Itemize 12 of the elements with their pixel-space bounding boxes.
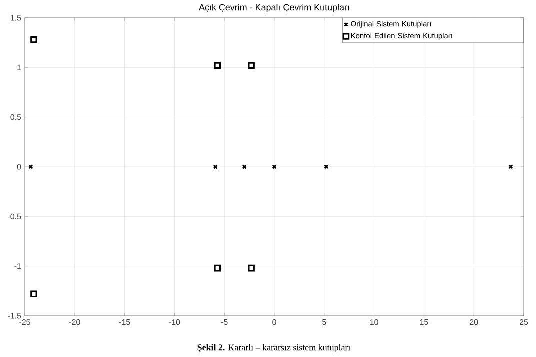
point <box>214 62 222 70</box>
point <box>248 62 255 70</box>
point <box>508 164 514 170</box>
point <box>30 290 38 298</box>
point <box>248 264 255 272</box>
chart-title: Açık Çevrim - Kapalı Çevrim Kutupları <box>199 4 350 12</box>
point <box>214 264 222 272</box>
point <box>30 36 38 44</box>
point <box>272 164 277 170</box>
text: Şekil 2. Kararlı – kararsız sistem kutupları <box>198 344 351 352</box>
point <box>28 164 34 170</box>
point <box>242 164 247 170</box>
